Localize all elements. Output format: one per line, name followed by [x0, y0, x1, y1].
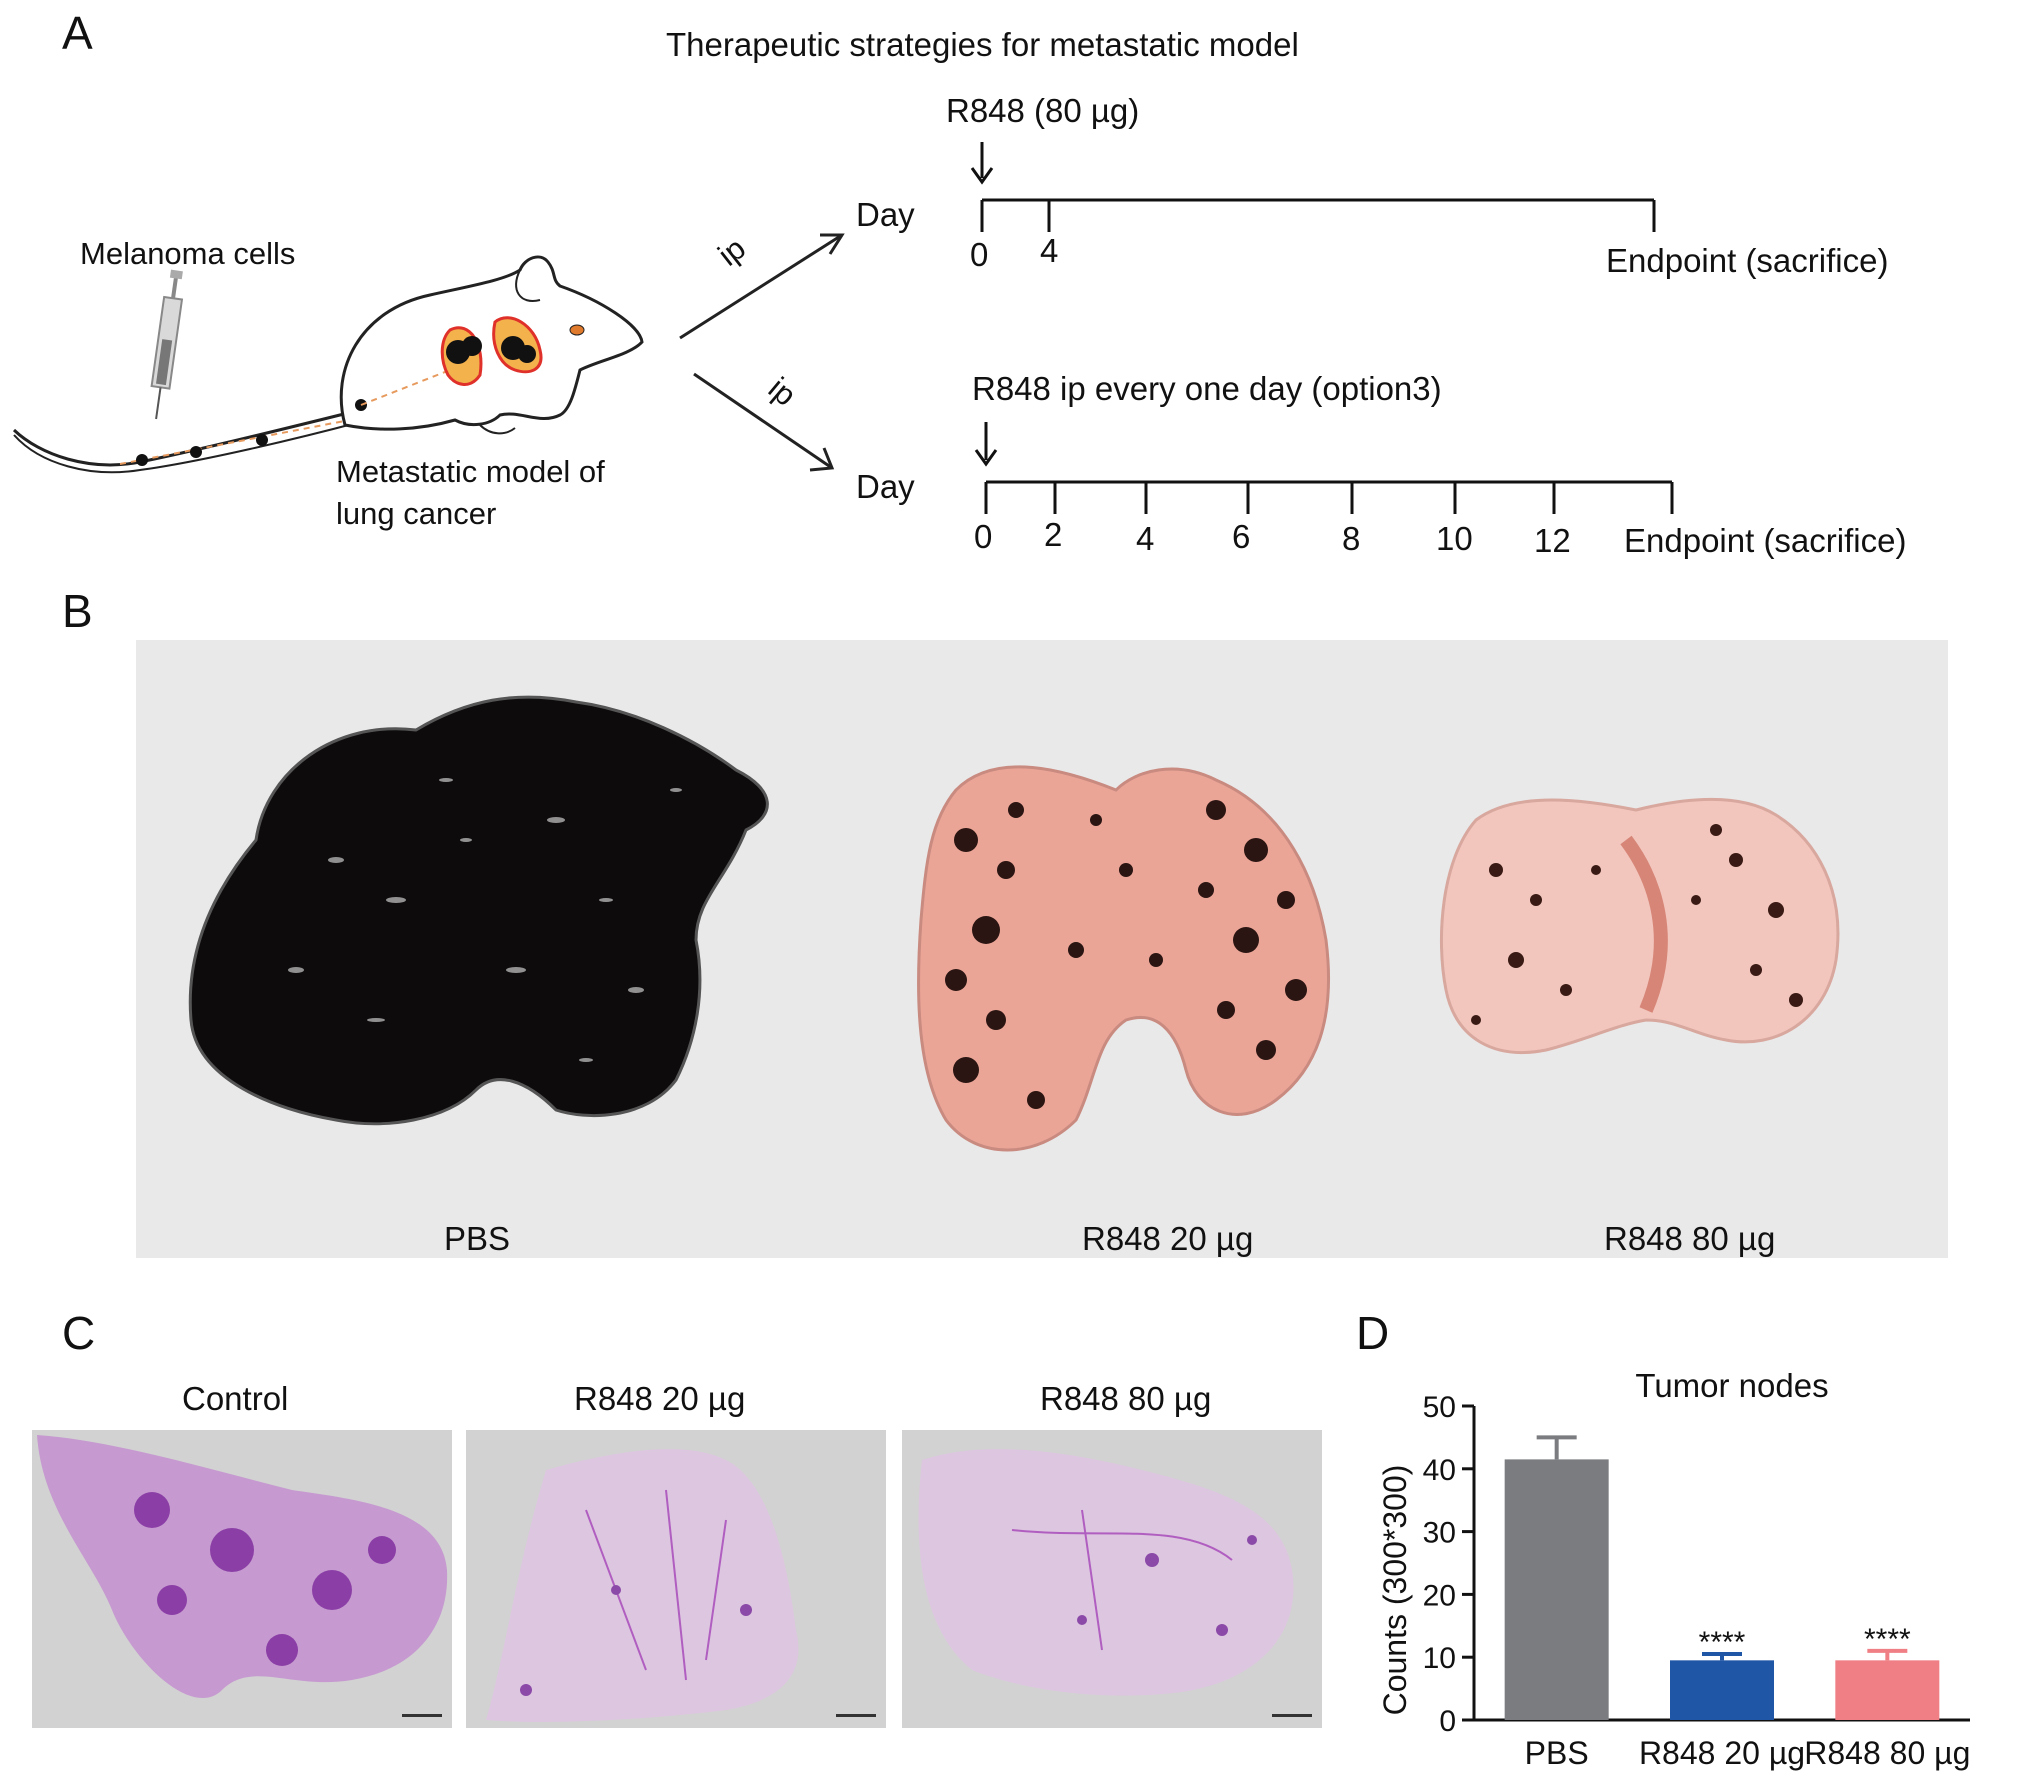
- timeline2-tick-label: 12: [1534, 522, 1571, 559]
- panel-a-letter: A: [62, 7, 93, 59]
- lung-label-r848-20: R848 20 µg: [1082, 1220, 1254, 1257]
- significance-marker: ****: [1699, 1626, 1746, 1659]
- timeline1-dose-label: R848 (80 µg): [946, 92, 1140, 129]
- ip-arrows: [679, 233, 845, 472]
- y-tick-label: 50: [1423, 1391, 1456, 1424]
- x-tick-label: R848 20 µg: [1639, 1735, 1805, 1771]
- chart-title: Tumor nodes: [1635, 1367, 1828, 1404]
- bar: [1670, 1660, 1774, 1720]
- significance-marker: ****: [1864, 1623, 1911, 1656]
- timeline2-tick-label: 4: [1136, 520, 1155, 557]
- lung-label-pbs: PBS: [444, 1220, 511, 1257]
- timeline2-day-label: Day: [856, 468, 915, 505]
- y-tick-label: 30: [1423, 1517, 1456, 1550]
- mouse-illustration: [12, 255, 644, 474]
- bar: [1504, 1459, 1609, 1720]
- timeline2-dose-label: R848 ip every one day (option3): [972, 370, 1442, 407]
- timeline1-tick-label: 4: [1040, 232, 1059, 269]
- bar: [1835, 1660, 1940, 1720]
- timeline2-axis: [974, 422, 1674, 514]
- timeline2-tick-label: 6: [1232, 518, 1251, 555]
- tumor-nodes-bar-chart: Tumor nodes Counts (300*300) 0 10 20 30 40 50…: [1377, 1367, 1970, 1771]
- panel-c-letter: C: [62, 1307, 96, 1359]
- histology-image-r848-80: [902, 1430, 1322, 1728]
- y-tick-label: 20: [1423, 1579, 1456, 1612]
- timeline1-tick-label: 0: [970, 236, 989, 273]
- model-label-line1: Metastatic model of: [336, 454, 605, 489]
- lung-label-r848-80: R848 80 µg: [1604, 1220, 1776, 1257]
- histology-label-r848-20: R848 20 µg: [574, 1380, 746, 1417]
- y-tick-label: 40: [1423, 1454, 1456, 1487]
- panel-b-letter: B: [62, 585, 93, 637]
- timeline2-tick-label: 10: [1436, 520, 1473, 557]
- lung-photo: [136, 640, 1948, 1258]
- timeline2-endpoint: Endpoint (sacrifice): [1624, 522, 1907, 559]
- timeline1-day-label: Day: [856, 196, 915, 233]
- melanoma-cells-label: Melanoma cells: [80, 236, 296, 271]
- histology-image-control: [32, 1430, 452, 1728]
- timeline2-tick-label: 0: [974, 518, 993, 555]
- y-tick-label: 10: [1423, 1642, 1456, 1675]
- lung-specimens: [188, 695, 1840, 1152]
- y-tick-label: 0: [1439, 1705, 1456, 1738]
- timeline1-endpoint: Endpoint (sacrifice): [1606, 242, 1889, 279]
- timeline2-tick-label: 8: [1342, 520, 1361, 557]
- histology-image-r848-20: [466, 1430, 886, 1728]
- histology-label-control: Control: [182, 1380, 289, 1417]
- x-tick-label: PBS: [1525, 1735, 1589, 1771]
- timeline2-tick-label: 2: [1044, 516, 1063, 553]
- histology-label-r848-80: R848 80 µg: [1040, 1380, 1212, 1417]
- model-label-line2: lung cancer: [336, 496, 497, 531]
- chart-y-axis-label: Counts (300*300): [1377, 1465, 1413, 1716]
- timeline1-axis: [970, 142, 1656, 232]
- panel-d-letter: D: [1356, 1307, 1390, 1359]
- panel-a-title: Therapeutic strategies for metastatic mo…: [666, 26, 1299, 63]
- x-tick-label: R848 80 µg: [1804, 1735, 1970, 1771]
